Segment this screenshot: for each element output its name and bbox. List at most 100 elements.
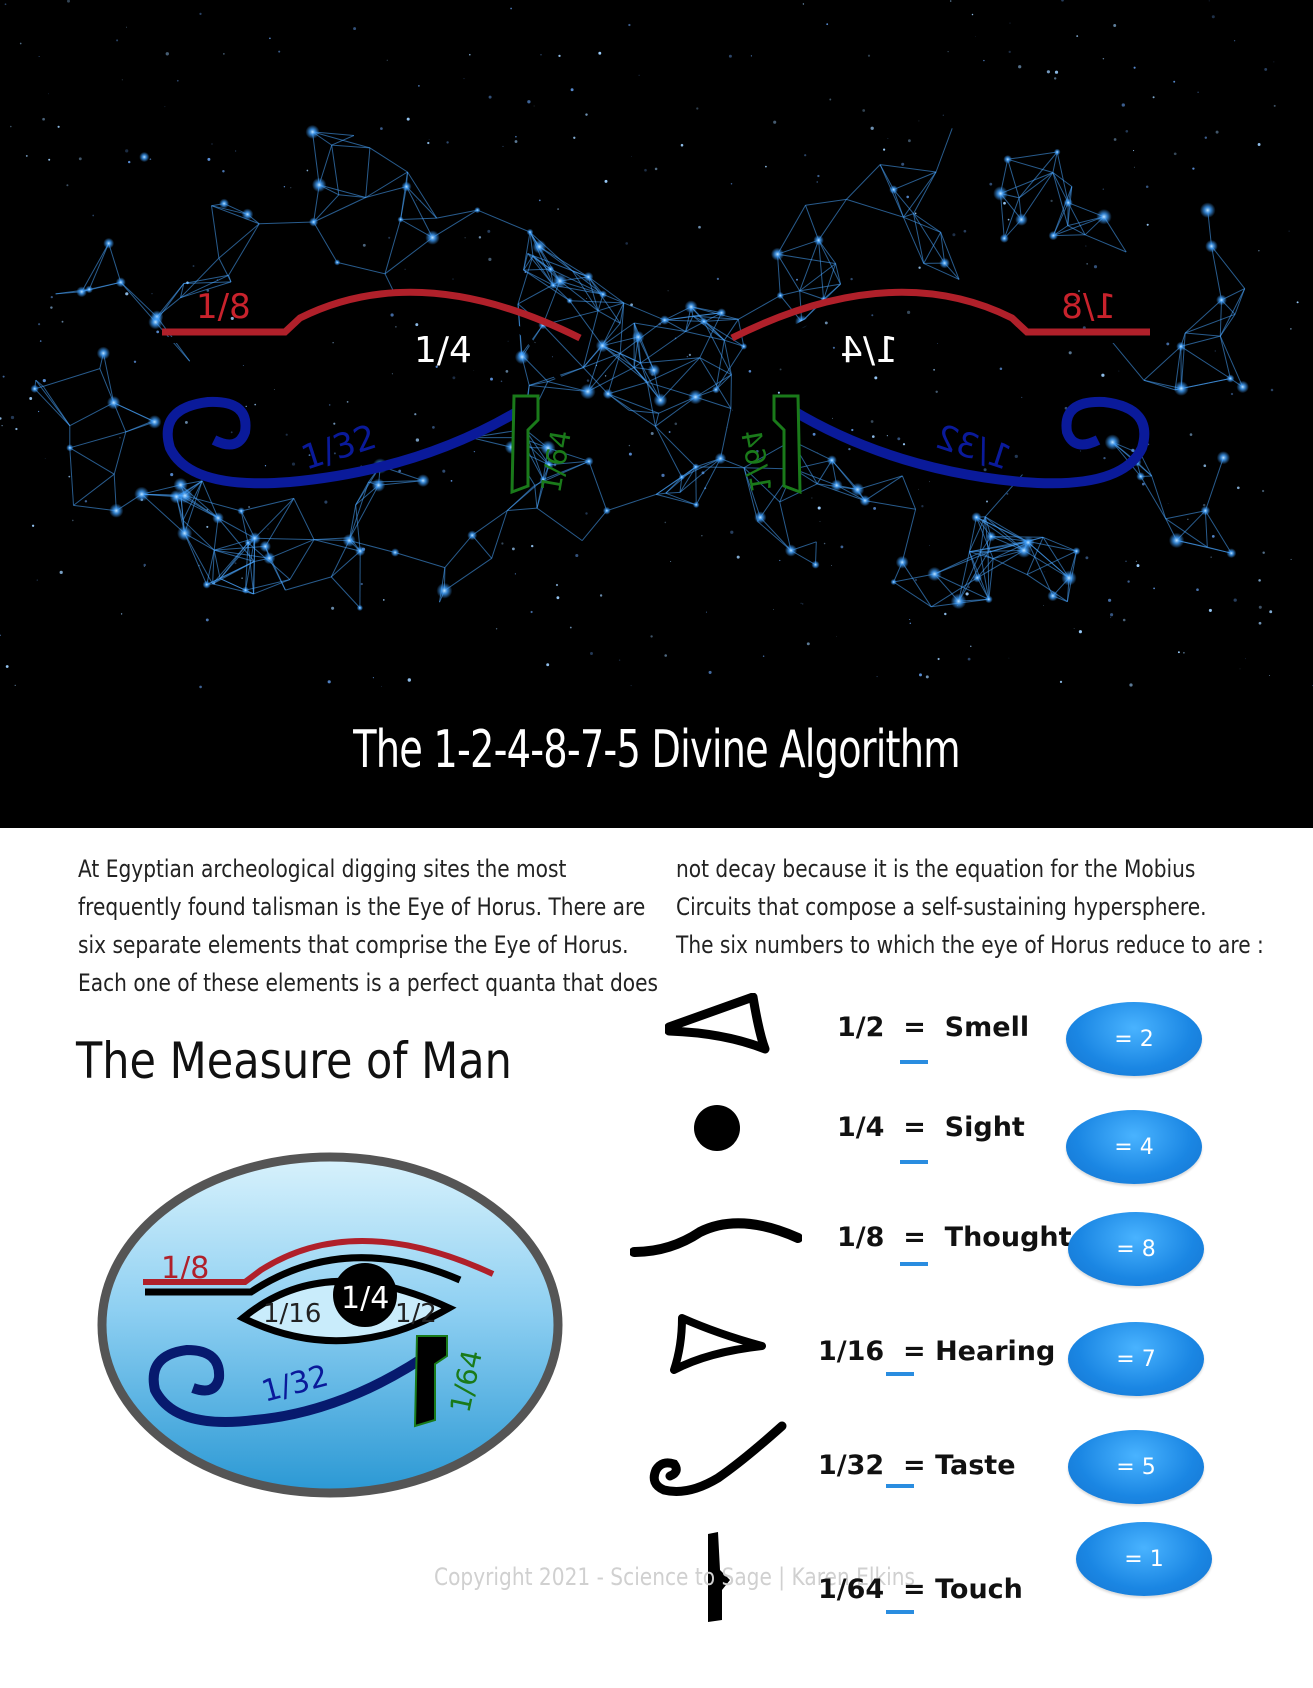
star [848,447,851,451]
star [850,277,853,281]
star [406,117,410,121]
mesh-line [777,253,801,292]
mesh-line [477,209,531,233]
mesh-line [619,352,641,364]
star [1189,433,1193,436]
star [125,292,129,296]
mesh-node [134,486,150,502]
fraction-label: 1/4 [837,1112,885,1143]
star [199,685,202,689]
mesh-line [817,483,866,502]
mesh-line [180,274,229,299]
star [686,355,689,358]
mesh-node [712,385,720,394]
star [773,120,777,124]
mesh-line [724,339,744,347]
mesh-node [139,151,150,163]
mesh-line [180,257,220,299]
mesh-node [1048,230,1059,241]
mesh-node [85,285,93,294]
star [488,95,492,99]
star [777,391,780,394]
mesh-line [330,550,361,578]
star [230,316,234,320]
star [59,570,63,575]
star [176,79,179,82]
mesh-line [913,213,946,264]
mesh-line [313,221,338,263]
mesh-line [602,345,648,383]
mesh-line [254,537,315,541]
star [773,609,774,610]
list-item: 1/64 = Touch [818,1574,1023,1605]
mesh-line [1165,518,1208,548]
mesh-line [1084,234,1127,253]
mesh-line [607,353,621,395]
mesh-line [660,357,701,401]
star [1113,24,1117,27]
mesh-line [400,186,407,220]
star [333,422,336,425]
star [971,13,974,16]
star [254,403,257,406]
mesh-node [66,444,74,452]
star [1082,326,1086,330]
star [388,236,391,239]
mesh-line [1067,225,1086,236]
star [816,181,818,183]
star [937,343,938,345]
mesh-line [471,534,493,559]
mesh-line [703,318,739,322]
star [1166,342,1170,346]
mesh-line [703,320,745,347]
mesh-node [425,230,440,245]
mesh-line [559,280,604,295]
mesh-line [743,467,761,518]
mesh-node [147,415,162,429]
star [151,293,153,295]
mesh-line [214,545,266,551]
right-teardrop-label: 1/64 [734,428,777,496]
mesh-line [534,485,538,509]
star [1273,61,1275,63]
star [2,375,5,378]
star [1296,301,1299,304]
hero-title: The 1-2-4-8-7-5 Divine Algorithm [353,720,960,780]
star [667,290,669,292]
mesh-line [1174,346,1182,390]
star [442,469,446,473]
mesh-line [259,221,314,225]
mesh-node [1072,547,1081,555]
star [170,473,174,477]
mesh-line [542,280,561,326]
mesh-line [507,507,538,511]
mesh-node [169,489,184,504]
mesh-line [1000,193,1005,239]
star [1183,651,1185,654]
mesh-line [365,171,408,198]
mesh-line [201,480,219,519]
mesh-line [607,393,659,414]
star [1133,150,1135,152]
star [1202,503,1206,507]
star [50,295,53,299]
sense-label: Hearing [935,1336,1056,1367]
star [285,433,288,436]
mesh-line [240,510,249,543]
star [128,160,131,164]
mesh-node [859,495,871,507]
star [48,158,51,161]
mesh-node [659,315,670,325]
star [133,360,137,363]
star [1233,598,1237,602]
mesh-line [923,232,942,264]
mesh-node [1199,202,1216,218]
star [985,500,989,503]
star [1197,91,1199,94]
star [826,23,829,26]
star [555,583,559,587]
mesh-node [771,247,784,261]
star [598,51,602,55]
star [975,35,977,37]
star [324,500,328,504]
